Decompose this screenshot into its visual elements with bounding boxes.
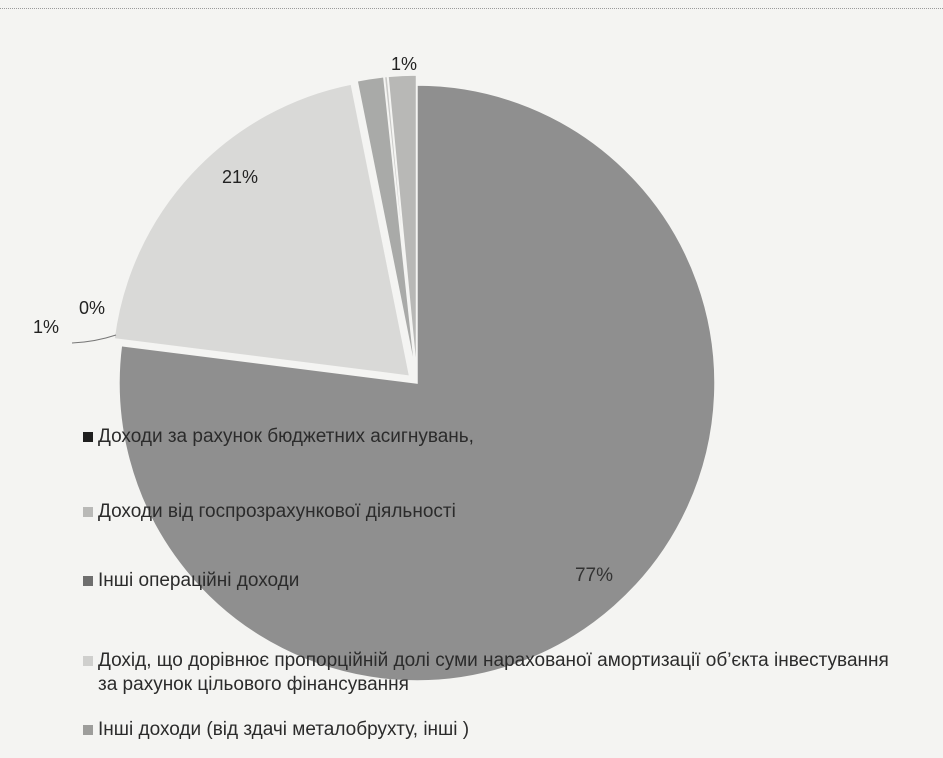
legend-item-3: Інші операційні доходи <box>83 569 299 593</box>
label-leader-line <box>71 334 117 344</box>
legend-swatch-icon <box>83 725 93 735</box>
legend-label: Інші доходи (від здачі металобрухту, інш… <box>98 719 470 740</box>
pie-slice-2 <box>113 83 411 378</box>
legend-item-2: Доходи від госпрозрахункової діяльності <box>83 500 456 524</box>
data-label-2: 21% <box>222 167 258 187</box>
legend-swatch-icon <box>83 576 93 586</box>
legend-swatch-icon <box>83 656 93 666</box>
legend-label: Доходи за рахунок бюджетних асигнувань, <box>98 426 474 447</box>
legend-swatch-icon <box>83 432 93 442</box>
data-label-4: 0% <box>79 298 105 318</box>
legend-item-5: Інші доходи (від здачі металобрухту, інш… <box>83 718 469 742</box>
pie-slice-5 <box>387 74 418 374</box>
data-label-5: 1% <box>391 54 417 74</box>
top-dotted-rule <box>0 8 943 9</box>
pie-slice-1 <box>118 84 716 682</box>
legend-label: Дохід, що дорівнює пропорційній долі сум… <box>98 650 889 695</box>
legend-label: Інші операційні доходи <box>98 570 300 591</box>
legend-label: Доходи від госпрозрахункової діяльності <box>98 501 456 522</box>
data-label-3: 1% <box>33 317 59 337</box>
legend-item-1: Доходи за рахунок бюджетних асигнувань, <box>83 425 474 449</box>
legend-swatch-icon <box>83 507 93 517</box>
data-label-1: 77% <box>575 565 613 586</box>
legend-item-4: Дохід, що дорівнює пропорційній долі сум… <box>83 649 903 697</box>
